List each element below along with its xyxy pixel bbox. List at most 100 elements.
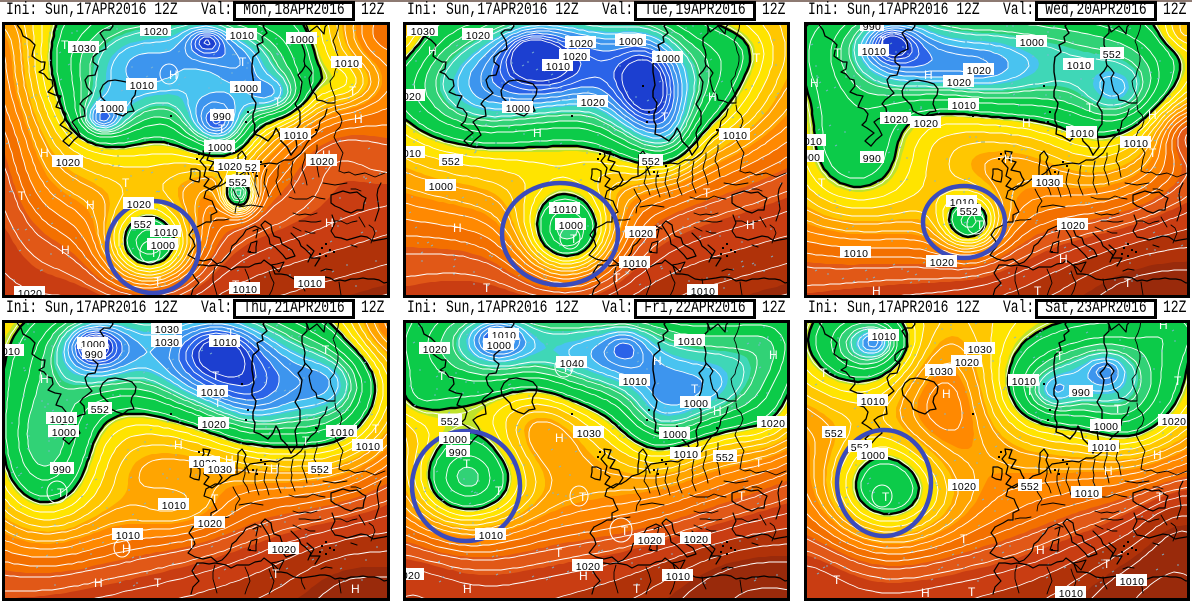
svg-text:T: T (1026, 384, 1034, 398)
svg-text:1010: 1010 (804, 136, 822, 148)
svg-text:990: 990 (863, 22, 881, 33)
svg-text:1010: 1010 (1059, 588, 1084, 600)
svg-text:1020: 1020 (952, 481, 977, 493)
svg-text:1000: 1000 (804, 152, 820, 164)
svg-text:1010: 1010 (1075, 488, 1100, 500)
svg-text:T: T (349, 84, 357, 98)
svg-text:1030: 1030 (968, 344, 993, 356)
svg-text:1010: 1010 (116, 530, 141, 542)
svg-text:T: T (57, 486, 65, 500)
svg-text:H: H (225, 453, 234, 467)
svg-text:990: 990 (863, 153, 881, 165)
svg-text:T: T (18, 189, 26, 203)
svg-text:T: T (438, 369, 446, 383)
svg-text:T: T (1103, 557, 1111, 571)
svg-text:T: T (227, 326, 235, 340)
svg-text:H: H (428, 44, 437, 58)
svg-text:1010: 1010 (861, 396, 886, 408)
svg-text:T: T (372, 422, 380, 436)
svg-text:1000: 1000 (234, 83, 259, 95)
svg-text:1020: 1020 (1162, 416, 1187, 428)
svg-text:T: T (755, 456, 763, 470)
svg-text:1010: 1010 (50, 414, 75, 426)
svg-text:T: T (879, 34, 887, 48)
svg-text:H: H (1059, 252, 1068, 266)
svg-text:H: H (579, 569, 588, 583)
svg-text:1020: 1020 (967, 65, 992, 77)
svg-text:1010: 1010 (844, 248, 869, 260)
svg-text:552: 552 (229, 177, 247, 189)
svg-text:1000: 1000 (1094, 421, 1119, 433)
svg-text:T: T (1086, 101, 1094, 115)
svg-text:H: H (769, 348, 778, 362)
svg-text:1010: 1010 (233, 284, 258, 296)
svg-text:1010: 1010 (335, 58, 360, 70)
svg-text:T: T (661, 110, 669, 124)
svg-text:1020: 1020 (202, 419, 227, 431)
svg-text:H: H (40, 146, 49, 160)
svg-text:1010: 1010 (230, 30, 255, 42)
svg-text:1010: 1010 (1092, 442, 1117, 454)
svg-text:H: H (746, 218, 755, 232)
svg-text:1010: 1010 (1012, 376, 1037, 388)
svg-text:H: H (463, 582, 472, 596)
svg-text:H: H (810, 76, 819, 90)
svg-text:T: T (570, 232, 578, 246)
svg-text:T: T (820, 366, 828, 380)
svg-text:H: H (354, 112, 363, 126)
svg-text:T: T (239, 55, 247, 69)
svg-text:T: T (633, 582, 641, 596)
svg-text:1010: 1010 (2, 346, 20, 358)
svg-text:1000: 1000 (52, 427, 77, 439)
svg-text:H: H (942, 387, 951, 401)
svg-text:T: T (976, 218, 984, 232)
svg-text:1000: 1000 (861, 450, 886, 462)
svg-text:1000: 1000 (684, 398, 709, 410)
svg-text:1030: 1030 (72, 43, 97, 55)
svg-text:1020: 1020 (310, 156, 335, 168)
svg-text:1020: 1020 (403, 91, 421, 103)
svg-text:1030: 1030 (155, 324, 180, 336)
svg-text:H: H (1159, 320, 1168, 332)
svg-text:1010: 1010 (623, 258, 648, 270)
svg-text:T: T (272, 567, 280, 581)
svg-text:1010: 1010 (674, 449, 699, 461)
svg-text:H: H (122, 542, 131, 556)
svg-text:1030: 1030 (1036, 177, 1061, 189)
svg-text:1000: 1000 (443, 434, 468, 446)
svg-text:1010: 1010 (952, 100, 977, 112)
svg-text:1030: 1030 (155, 337, 180, 349)
svg-text:1020: 1020 (56, 157, 81, 169)
svg-text:552: 552 (716, 452, 734, 464)
svg-text:H: H (169, 68, 178, 82)
svg-text:1020: 1020 (638, 535, 663, 547)
svg-text:1010: 1010 (213, 337, 238, 349)
svg-text:552: 552 (441, 416, 459, 428)
svg-text:T: T (738, 489, 746, 503)
svg-text:T: T (214, 396, 222, 410)
svg-text:1010: 1010 (403, 148, 421, 160)
svg-text:1000: 1000 (663, 429, 688, 441)
svg-text:H: H (924, 68, 933, 82)
svg-text:1010: 1010 (298, 278, 323, 290)
svg-text:1010: 1010 (546, 61, 571, 73)
svg-text:1020: 1020 (127, 199, 152, 211)
svg-text:T: T (555, 546, 563, 560)
svg-text:1010: 1010 (691, 286, 716, 298)
svg-text:H: H (174, 438, 183, 452)
svg-text:T: T (302, 434, 310, 448)
svg-text:H: H (61, 243, 70, 257)
svg-text:1000: 1000 (487, 340, 512, 352)
svg-text:T: T (483, 281, 491, 295)
svg-text:1010: 1010 (162, 500, 187, 512)
svg-text:1010: 1010 (1070, 128, 1095, 140)
svg-text:1020: 1020 (761, 418, 786, 430)
svg-text:990: 990 (449, 447, 467, 459)
svg-text:H: H (1022, 116, 1031, 130)
svg-text:H: H (533, 126, 542, 140)
svg-text:H: H (1036, 543, 1045, 557)
svg-text:1010: 1010 (1124, 138, 1149, 150)
svg-text:552: 552 (91, 404, 109, 416)
svg-text:T: T (322, 343, 330, 357)
svg-text:H: H (1153, 448, 1162, 462)
